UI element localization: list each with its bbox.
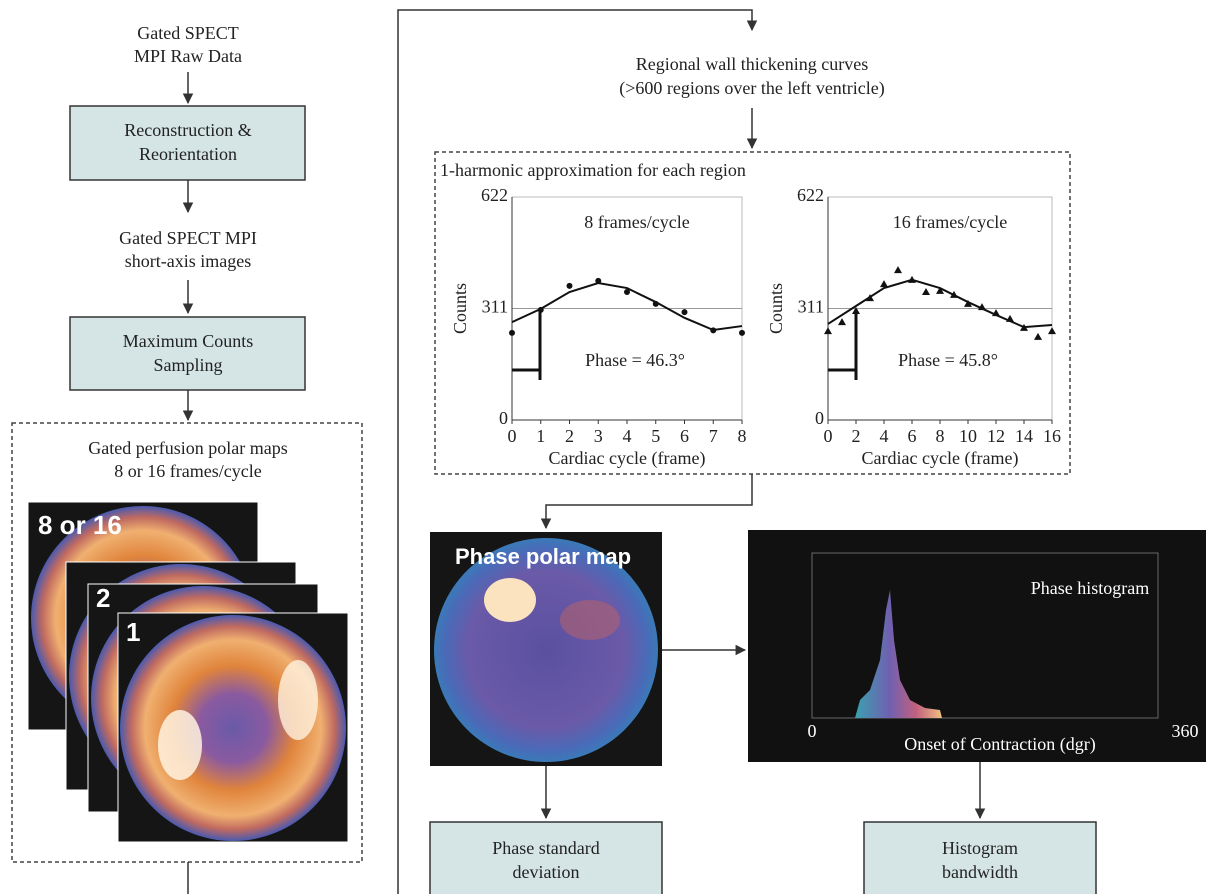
y-tick-label: 311	[482, 297, 508, 317]
x-tick-label: 0	[824, 426, 833, 446]
data-point	[1034, 333, 1042, 340]
data-point	[824, 327, 832, 334]
y-tick-label: 622	[797, 185, 824, 205]
x-tick-label: 7	[709, 426, 718, 446]
chart-title: 8 frames/cycle	[584, 212, 689, 232]
x-tick-label: 4	[623, 426, 632, 446]
data-point	[1006, 315, 1014, 322]
data-point	[838, 318, 846, 325]
x-tick-label: 3	[594, 426, 603, 446]
frame-label: 8 or 16	[38, 510, 122, 540]
x-tick-label: 8	[936, 426, 945, 446]
data-point	[908, 276, 916, 283]
panel-title: 8 or 16 frames/cycle	[114, 461, 261, 481]
label: short-axis images	[125, 251, 251, 271]
box-text: Maximum Counts	[123, 331, 254, 351]
fit-curve	[828, 280, 1052, 327]
axis-label: Counts	[450, 283, 470, 334]
panel-title: Gated perfusion polar maps	[88, 438, 287, 458]
data-point	[894, 266, 902, 273]
x-tick-label: 5	[651, 426, 660, 446]
x-tick-label: 16	[1043, 426, 1061, 446]
box-text: deviation	[513, 862, 580, 882]
axis-label: Cardiac cycle (frame)	[862, 448, 1019, 469]
frame-label: 2	[96, 583, 110, 613]
diagram: Gated SPECT MPI Raw Data Reconstruction …	[0, 0, 1206, 894]
process-box	[70, 106, 305, 180]
x-tick-label: 2	[565, 426, 574, 446]
frame-label: 1	[126, 617, 140, 647]
x-tick-label: 1	[536, 426, 545, 446]
box-text: Reorientation	[139, 144, 237, 164]
y-tick-label: 622	[481, 185, 508, 205]
panel-title: 1-harmonic approximation for each region	[440, 160, 746, 180]
histogram-panel	[748, 530, 1206, 762]
data-point	[567, 283, 573, 289]
x-tick-label: 4	[880, 426, 889, 446]
y-tick-label: 0	[815, 408, 824, 428]
label: MPI Raw Data	[134, 46, 242, 66]
data-point	[509, 330, 515, 336]
polar-map-stack	[28, 502, 348, 842]
tick-label: 0	[808, 721, 817, 741]
data-point	[595, 278, 601, 284]
y-tick-label: 0	[499, 408, 508, 428]
data-point	[922, 288, 930, 295]
axis-label: Counts	[766, 283, 786, 334]
connector	[546, 474, 752, 528]
x-tick-label: 2	[852, 426, 861, 446]
data-point	[710, 327, 716, 333]
label: Gated SPECT MPI	[119, 228, 257, 248]
x-tick-label: 0	[508, 426, 517, 446]
x-tick-label: 8	[738, 426, 747, 446]
box-text: Phase standard	[492, 838, 599, 858]
axis-label: Onset of Contraction (dgr)	[904, 734, 1095, 755]
data-point	[880, 280, 888, 287]
label: (>600 regions over the left ventricle)	[619, 78, 885, 99]
box-text: Histogram	[942, 838, 1018, 858]
x-tick-label: 12	[987, 426, 1005, 446]
data-point	[1048, 327, 1056, 334]
data-point	[624, 289, 630, 295]
annotation: Phase = 46.3°	[585, 350, 685, 370]
annotation: Phase = 45.8°	[898, 350, 998, 370]
y-tick-label: 311	[798, 297, 824, 317]
data-point	[682, 309, 688, 315]
box-text: bandwidth	[942, 862, 1018, 882]
chart-title: 16 frames/cycle	[893, 212, 1007, 232]
x-tick-label: 14	[1015, 426, 1033, 446]
x-tick-label: 10	[959, 426, 977, 446]
axis-label: Cardiac cycle (frame)	[549, 448, 706, 469]
x-tick-label: 6	[908, 426, 917, 446]
map-label: Phase polar map	[455, 544, 631, 569]
label: Gated SPECT	[137, 23, 239, 43]
data-point	[653, 301, 659, 307]
process-box	[70, 317, 305, 390]
data-point	[739, 330, 745, 336]
histogram-title: Phase histogram	[1031, 578, 1150, 598]
box-text: Reconstruction &	[124, 120, 251, 140]
label: Regional wall thickening curves	[636, 54, 868, 74]
x-tick-label: 6	[680, 426, 689, 446]
tick-label: 360	[1172, 721, 1199, 741]
box-text: Sampling	[153, 355, 222, 375]
data-point	[538, 307, 544, 313]
